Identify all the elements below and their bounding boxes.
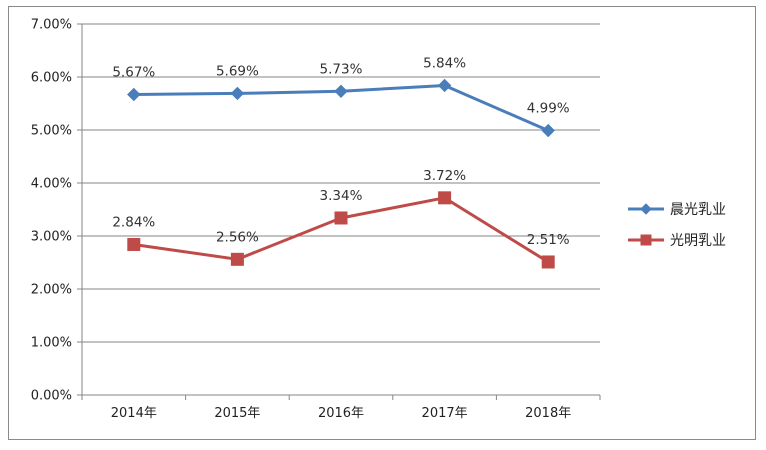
data-point-diamond <box>127 87 141 102</box>
data-label: 2.51% <box>527 232 570 248</box>
data-point-square <box>127 237 141 251</box>
data-point-diamond <box>437 78 452 93</box>
data-label: 2.56% <box>216 229 259 245</box>
legend-label: 光明乳业 <box>670 233 726 249</box>
y-tick-label: 6.00% <box>31 71 72 86</box>
data-label: 2.84% <box>112 214 155 230</box>
x-tick-label: 2016年 <box>318 406 364 421</box>
data-labels: 5.67% 5.69% 5.73% 5.84% 4.99% 2.84% 2.56% 3.34%… <box>112 55 569 247</box>
data-label: 5.73% <box>320 61 363 77</box>
data-label: 3.72% <box>423 168 466 184</box>
data-label: 5.69% <box>216 63 259 79</box>
series-line <box>133 196 549 264</box>
data-point-square <box>541 255 555 269</box>
data-label: 5.84% <box>423 55 466 71</box>
chart-frame <box>8 6 756 440</box>
x-tick-label: 2015年 <box>214 406 260 421</box>
x-axis-ticks: 2014年 2015年 2016年 2017年 2018年 <box>111 406 571 421</box>
data-point-square <box>640 234 652 246</box>
data-point-diamond <box>334 84 348 99</box>
data-point-diamond <box>230 86 245 101</box>
y-tick-label: 5.00% <box>31 124 72 139</box>
data-point-diamond <box>640 203 652 215</box>
series-1 <box>127 191 555 269</box>
legend-item: 晨光乳业 <box>628 202 726 218</box>
data-label: 3.34% <box>320 188 363 204</box>
y-tick-label: 4.00% <box>31 177 72 192</box>
series-layer <box>127 78 555 269</box>
x-tick-label: 2018年 <box>525 406 571 421</box>
legend-item: 光明乳业 <box>628 233 726 249</box>
y-tick-label: 2.00% <box>31 283 72 298</box>
data-point-diamond <box>541 123 555 138</box>
y-tick-label: 3.00% <box>31 230 72 245</box>
data-label: 4.99% <box>527 101 570 117</box>
gridlines <box>77 23 601 400</box>
y-tick-label: 1.00% <box>31 336 72 351</box>
legend-label: 晨光乳业 <box>670 202 726 218</box>
series-0 <box>127 78 555 138</box>
data-point-square <box>230 252 244 266</box>
y-tick-label: 7.00% <box>31 18 72 33</box>
x-tick-label: 2017年 <box>422 406 468 421</box>
y-axis-ticks: 0.00% 1.00% 2.00% 3.00% 4.00% 5.00% 6.00% 7.00% <box>31 18 72 404</box>
data-point-square <box>334 211 348 225</box>
data-label: 5.67% <box>112 64 155 80</box>
y-tick-label: 0.00% <box>31 389 72 404</box>
x-tick-label: 2014年 <box>111 406 157 421</box>
data-point-square <box>438 191 452 205</box>
